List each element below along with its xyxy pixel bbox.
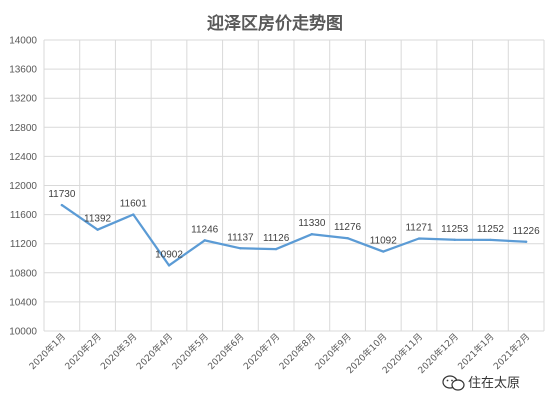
data-point	[203, 239, 206, 242]
series-line	[60, 203, 528, 267]
data-label: 11601	[120, 199, 148, 210]
data-point	[96, 228, 99, 231]
x-tick-label: 2021年1月	[455, 331, 496, 372]
data-point	[310, 233, 314, 236]
data-label: 11092	[370, 236, 398, 247]
x-tick-label: 2020年5月	[169, 331, 210, 372]
x-tick-label: 2020年6月	[205, 331, 246, 372]
grid-lines	[43, 39, 545, 332]
y-axis-tick-labels: 10000 10400 10800 11200 11600 12000 12400 12800…	[9, 36, 37, 338]
data-label: 11126	[263, 233, 290, 244]
data-point	[60, 203, 64, 207]
y-tick-label: 11200	[10, 239, 38, 250]
y-tick-label: 13600	[9, 65, 37, 76]
y-tick-label: 10800	[9, 268, 37, 279]
data-label: 11246	[191, 224, 219, 235]
x-tick-label: 2020年3月	[98, 331, 139, 372]
x-tick-label: 2020年8月	[277, 331, 318, 372]
data-label: 11330	[298, 218, 326, 229]
y-tick-label: 11600	[10, 210, 38, 221]
y-tick-label: 12000	[9, 181, 37, 192]
x-tick-label: 2020年2月	[62, 331, 103, 372]
x-tick-label: 2020年7月	[241, 331, 282, 372]
data-point	[417, 237, 421, 240]
data-label: 11253	[441, 224, 469, 235]
y-tick-label: 12800	[9, 123, 37, 134]
data-point	[239, 247, 242, 250]
data-label: 11276	[334, 222, 362, 233]
x-axis-tick-labels: 2020年1月2020年2月2020年3月2020年4月2020年5月2020年…	[27, 331, 533, 377]
data-label: 10902	[155, 249, 183, 260]
data-label: 11226	[513, 226, 541, 237]
watermark: 住在太原	[442, 375, 520, 391]
x-tick-label: 2020年4月	[134, 331, 175, 372]
data-point	[167, 264, 171, 267]
y-tick-label: 10000	[9, 327, 37, 338]
data-point	[346, 236, 349, 240]
data-label: 11252	[477, 224, 505, 235]
wechat-icon	[442, 375, 465, 391]
watermark-text: 住在太原	[468, 376, 520, 391]
data-point	[132, 213, 135, 216]
data-label: 11271	[405, 223, 433, 234]
data-point	[453, 238, 456, 242]
data-label: 11730	[48, 189, 76, 200]
data-label: 11137	[227, 232, 254, 243]
data-point	[524, 240, 528, 244]
data-label: 11392	[84, 214, 112, 225]
y-tick-label: 12400	[9, 152, 37, 163]
y-tick-label: 10400	[9, 297, 37, 308]
data-point	[382, 250, 385, 253]
series-layer	[60, 203, 528, 267]
y-tick-label: 14000	[9, 36, 37, 47]
x-tick-label: 2021年2月	[491, 331, 532, 372]
data-point	[489, 238, 492, 242]
chart-title: 迎泽区房价走势图	[207, 13, 343, 34]
data-point	[274, 247, 278, 251]
y-tick-label: 13200	[9, 94, 37, 105]
data-labels: 11730 11392 11601 10902 11246 11137 11126 11330…	[48, 189, 540, 260]
